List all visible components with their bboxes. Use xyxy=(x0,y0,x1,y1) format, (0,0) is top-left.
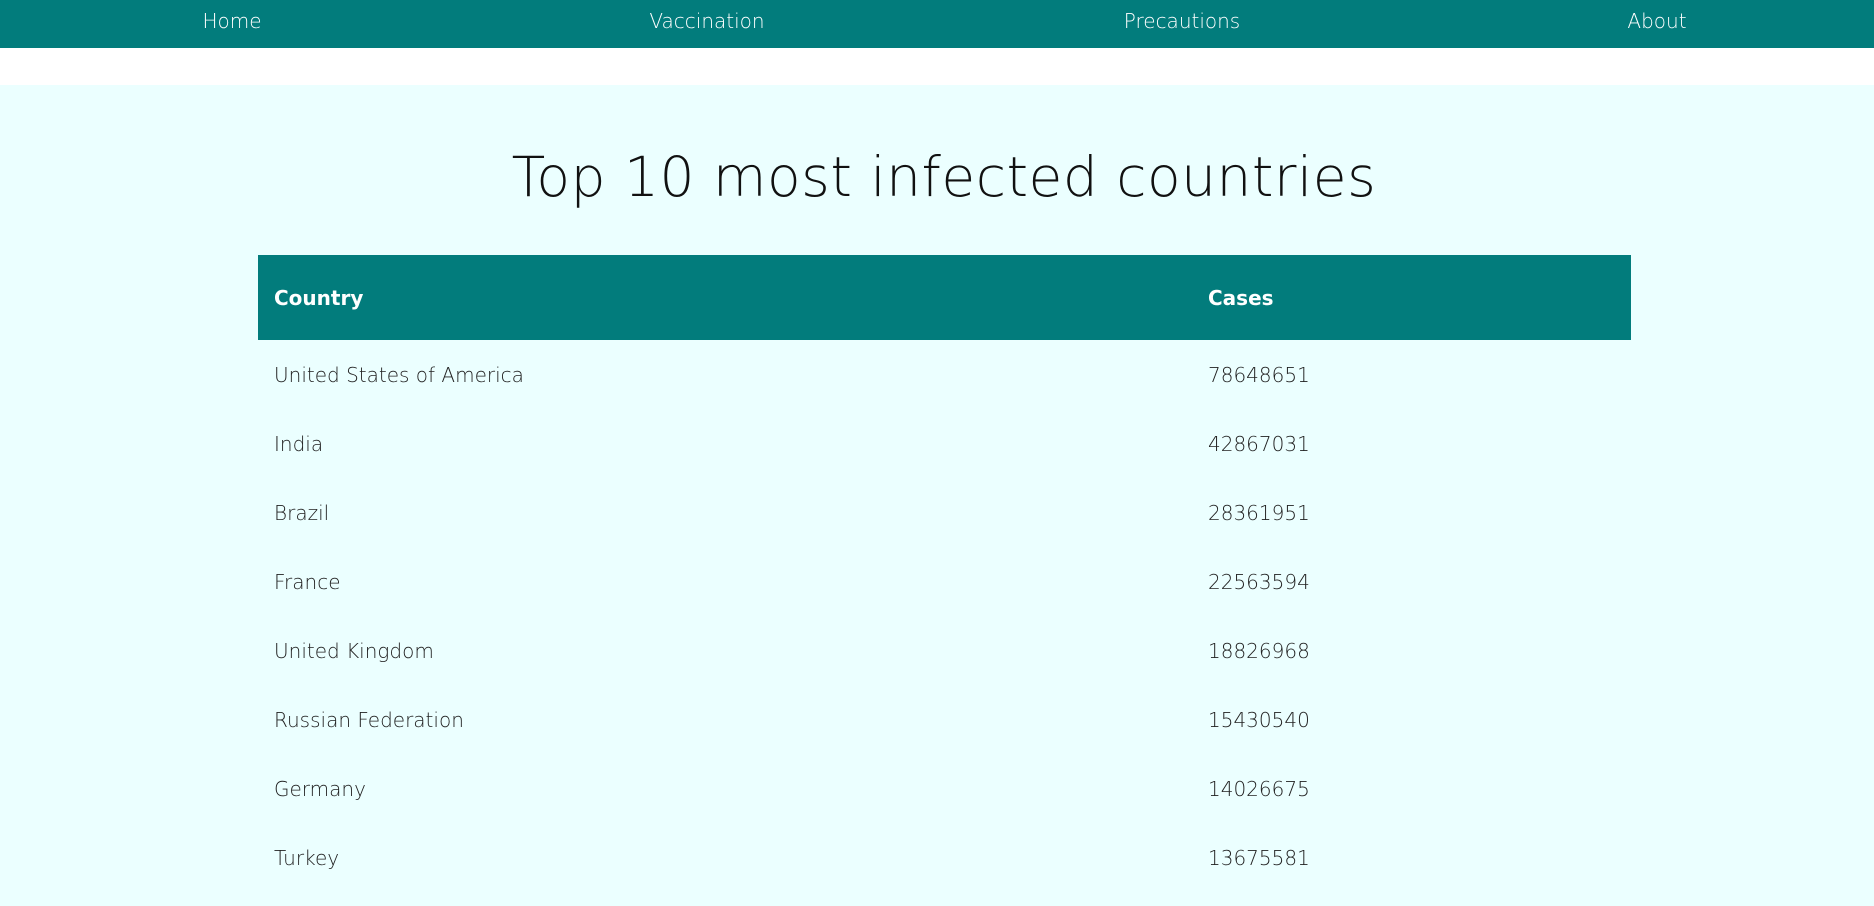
table-row: Turkey 13675581 xyxy=(258,823,1631,892)
table-row: United Kingdom 18826968 xyxy=(258,616,1631,685)
table-row: France 22563594 xyxy=(258,547,1631,616)
table-body: United States of America 78648651 India … xyxy=(258,340,1631,892)
cases-cell: 42867031 xyxy=(1208,431,1310,456)
cases-cell: 13675581 xyxy=(1208,845,1310,870)
nav-spacer xyxy=(0,48,1874,85)
country-cell: Brazil xyxy=(274,500,330,525)
main-content: Top 10 most infected countries Country C… xyxy=(0,85,1874,906)
table-row: Brazil 28361951 xyxy=(258,478,1631,547)
country-cell: Turkey xyxy=(274,845,340,870)
country-cell: Russian Federation xyxy=(274,707,464,732)
column-header-cases: Cases xyxy=(1208,285,1274,310)
nav-link-vaccination[interactable]: Vaccination xyxy=(649,9,765,33)
table-row: United States of America 78648651 xyxy=(258,340,1631,409)
column-header-country: Country xyxy=(274,285,364,310)
nav-link-about[interactable]: About xyxy=(1627,9,1687,33)
cases-cell: 18826968 xyxy=(1208,638,1310,663)
country-cell: India xyxy=(274,431,324,456)
table-row: India 42867031 xyxy=(258,409,1631,478)
table-row: Russian Federation 15430540 xyxy=(258,685,1631,754)
table-row: Germany 14026675 xyxy=(258,754,1631,823)
nav-link-home[interactable]: Home xyxy=(202,9,262,33)
table-header-row: Country Cases xyxy=(258,255,1631,340)
cases-cell: 28361951 xyxy=(1208,500,1310,525)
country-cell: France xyxy=(274,569,341,594)
cases-cell: 14026675 xyxy=(1208,776,1310,801)
nav-link-precautions[interactable]: Precautions xyxy=(1123,9,1241,33)
cases-cell: 15430540 xyxy=(1208,707,1310,732)
table-header: Country Cases xyxy=(258,255,1631,340)
cases-table-container: Country Cases United States of America 7… xyxy=(258,255,1631,892)
cases-table: Country Cases United States of America 7… xyxy=(258,255,1631,892)
page-title: Top 10 most infected countries xyxy=(511,145,1377,209)
country-cell: Germany xyxy=(274,776,366,801)
cases-cell: 78648651 xyxy=(1208,362,1310,387)
cases-cell: 22563594 xyxy=(1208,569,1310,594)
top-navigation: Home Vaccination Precautions About xyxy=(0,0,1874,48)
country-cell: United States of America xyxy=(274,362,524,387)
country-cell: United Kingdom xyxy=(274,638,434,663)
